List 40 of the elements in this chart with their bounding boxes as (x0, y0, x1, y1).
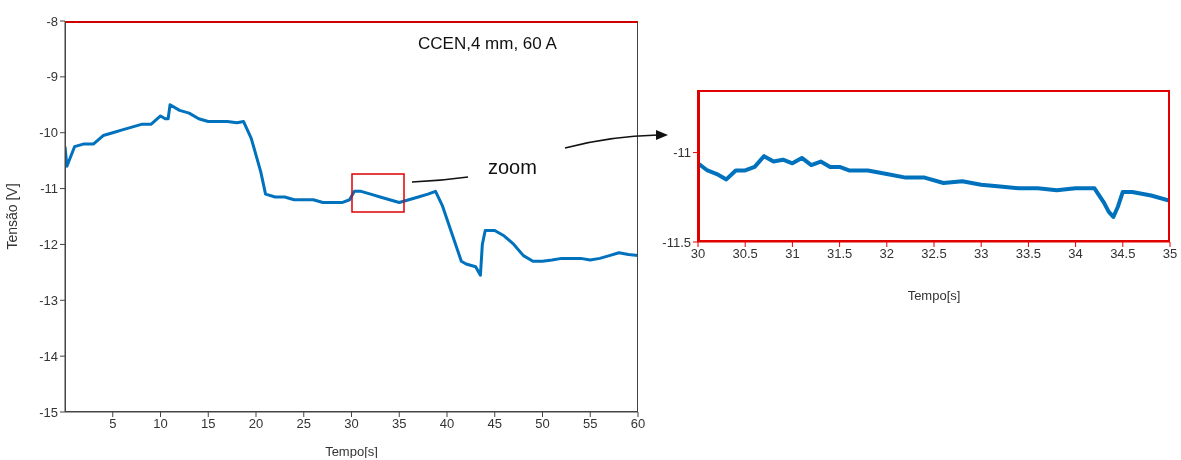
x-tick-label: 30 (344, 416, 359, 432)
x-tick-label: 33 (973, 246, 989, 262)
y-tick-label: -11 (40, 181, 58, 197)
annotation: CCEN,4 mm, 60 A (418, 34, 557, 54)
y-tick-label: -13 (39, 292, 58, 308)
x-tick-label: 31.5 (826, 246, 853, 262)
y-tick-label: -15 (39, 404, 58, 420)
x-tick-label: 15 (201, 416, 216, 432)
y-axis-title: Tensão [V] (3, 183, 20, 250)
x-tick-label: 35 (1162, 246, 1178, 262)
y-tick-label: -14 (39, 348, 58, 364)
x-tick-label: 31 (785, 246, 800, 262)
x-tick-label: 33.5 (1015, 246, 1042, 262)
line-series (698, 154, 1170, 219)
x-tick-label: 50 (535, 416, 550, 432)
x-tick-label: 40 (439, 416, 455, 432)
x-tick-label: 25 (296, 416, 311, 432)
x-axis-title: Tempo[s] (325, 444, 378, 459)
x-tick-label: 55 (583, 416, 598, 432)
x-tick-label: 10 (153, 416, 168, 432)
x-tick-label: 5 (109, 416, 117, 432)
x-tick-label: 32 (879, 246, 895, 262)
y-tick-label: -12 (39, 237, 58, 253)
y-tick-label: -8 (46, 13, 58, 29)
y-tick-label: -11.5 (662, 234, 691, 250)
y-tick-label: -10 (39, 125, 58, 141)
x-tick-label: 32.5 (921, 246, 947, 262)
y-tick-label: -9 (46, 69, 58, 85)
y-tick-label: -11 (673, 145, 691, 161)
annotation: zoom (488, 156, 537, 179)
x-tick-label: 60 (630, 416, 646, 432)
line-series (65, 103, 638, 277)
x-tick-label: 20 (248, 416, 264, 432)
x-tick-label: 30 (690, 246, 706, 262)
x-tick-label: 34.5 (1110, 246, 1136, 262)
x-tick-label: 34 (1068, 246, 1083, 262)
x-tick-label: 35 (392, 416, 407, 432)
x-axis-title: Tempo[s] (907, 288, 961, 303)
x-tick-label: 45 (487, 416, 502, 432)
x-tick-label: 30.5 (732, 246, 758, 262)
